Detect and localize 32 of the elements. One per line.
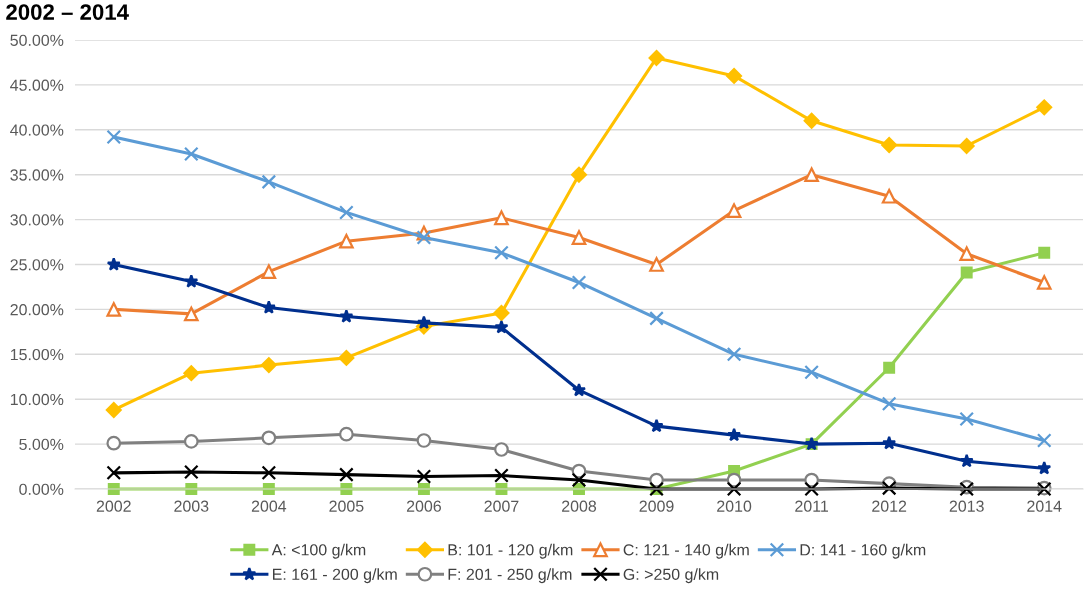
legend-label: A: <100 g/km [271,543,366,559]
legend-label: G: >250 g/km [623,568,719,584]
x-tick-label: 2008 [562,500,597,512]
y-tick-label: 25.00% [10,259,64,271]
y-tick-label: 15.00% [10,348,64,361]
x-tick-label: 2004 [251,500,287,512]
x-tick-label: 2011 [795,500,829,512]
legend-label: F: 201 - 250 g/km [448,568,572,584]
chart-title: 2002 – 2014 [6,4,129,20]
x-tick-label: 2002 [96,500,131,512]
y-tick-label: 30.00% [10,214,64,226]
y-tick-label: 35.00% [10,169,64,181]
legend-label: E: 161 - 200 g/km [273,568,397,584]
x-tick-label: 2012 [872,500,907,512]
y-tick-label: 0.00% [19,483,64,495]
x-tick-label: 2006 [406,500,441,512]
x-tick-label: 2009 [639,500,674,512]
y-tick-label: 50.00% [10,34,64,46]
y-tick-label: 40.00% [10,124,64,136]
x-tick-label: 2013 [949,500,984,512]
x-tick-label: 2003 [174,500,209,512]
y-tick-label: 20.00% [10,304,64,316]
x-tick-label: 2010 [717,500,752,512]
y-tick-label: 45.00% [10,79,64,91]
y-tick-label: 5.00% [19,438,64,451]
x-tick-label: 2005 [329,500,364,512]
y-tick-label: 10.00% [10,393,64,406]
x-tick-label: 2007 [484,500,519,512]
legend-label: C: 121 - 140 g/km [623,543,749,559]
x-tick-label: 2014 [1027,500,1062,512]
legend-label: B: 101 - 120 g/km [448,543,573,559]
legend-label: D: 141 - 160 g/km [800,543,926,559]
